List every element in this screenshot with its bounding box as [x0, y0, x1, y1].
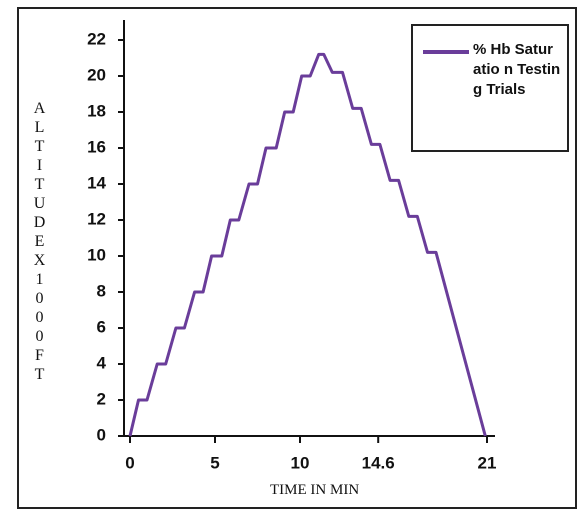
y-tick-label: 22	[87, 29, 106, 48]
legend-swatch	[423, 50, 469, 54]
x-axis-label: TIME IN MIN	[270, 482, 360, 498]
y-tick-label: 10	[87, 245, 106, 264]
y-tick-label: 8	[97, 281, 106, 300]
y-tick-label: 4	[97, 353, 107, 372]
y-axis-label: ALTITUDEX1000FT	[31, 100, 48, 385]
frame	[17, 7, 577, 509]
y-tick-label: 20	[87, 65, 106, 84]
data-line	[128, 52, 487, 437]
y-tick-label: 18	[87, 101, 106, 120]
y-tick-label: 16	[87, 137, 106, 156]
y-tick-label: 12	[87, 209, 106, 228]
legend-label: % Hb Saturatio n Testing Trials	[473, 41, 561, 98]
legend: % Hb Saturatio n Testing Trials	[411, 24, 569, 152]
y-tick-label: 6	[97, 317, 106, 336]
x-tick-label: 5	[210, 453, 219, 472]
x-tick-label: 21	[478, 453, 497, 472]
x-tick-label: 0	[125, 453, 134, 472]
x-tick-label: 14.6	[362, 453, 395, 472]
y-tick-label: 2	[97, 389, 106, 408]
y-tick-label: 0	[97, 425, 106, 444]
y-tick-label: 14	[87, 173, 106, 192]
x-tick-label: 10	[291, 453, 310, 472]
